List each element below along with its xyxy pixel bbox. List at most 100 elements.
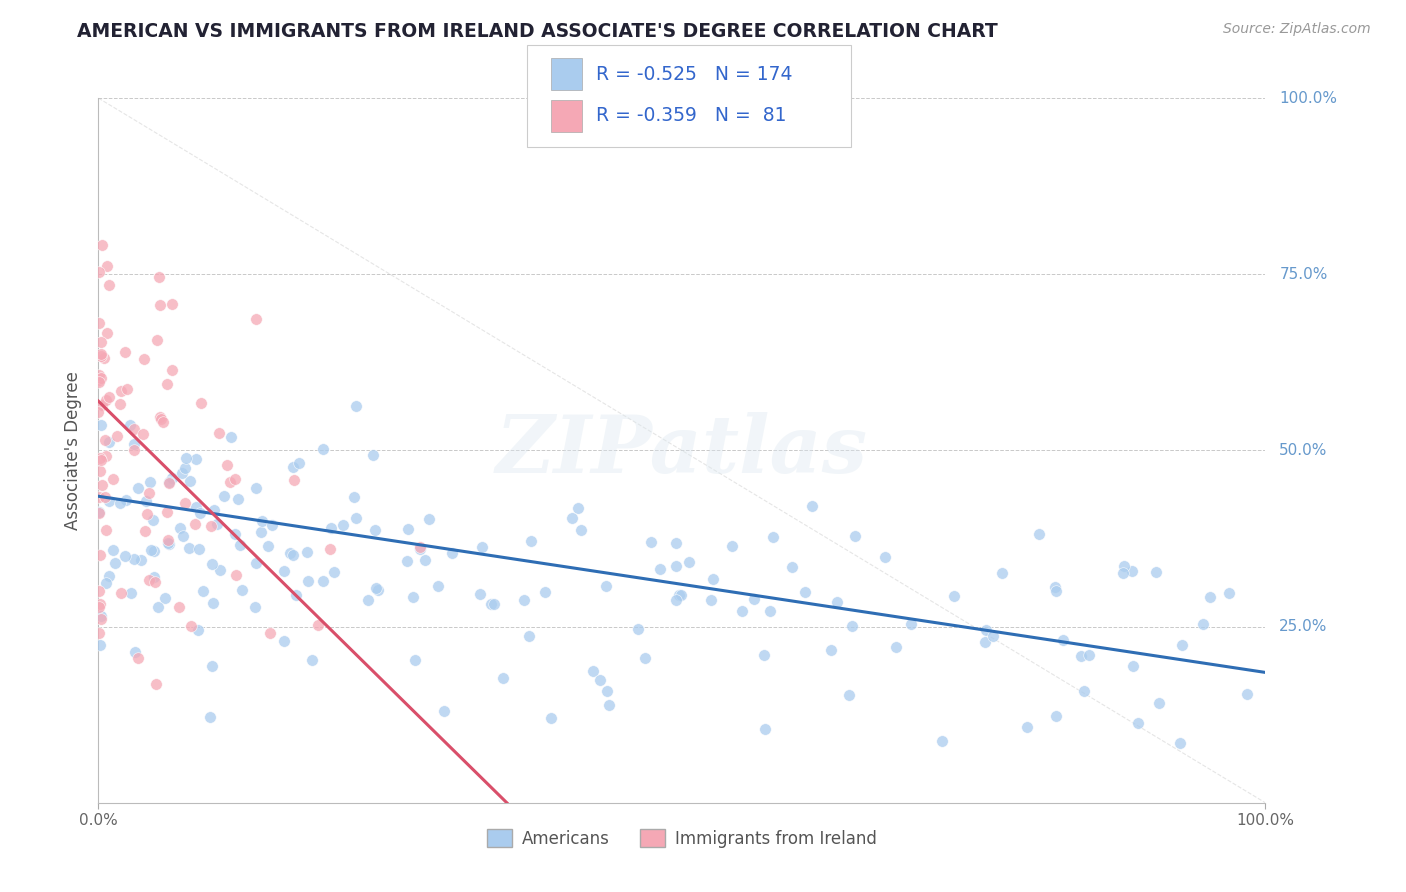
Point bbox=[470, 587, 492, 601]
Point bbox=[363, 523, 385, 537]
Point bbox=[1122, 659, 1144, 673]
Point bbox=[1218, 586, 1240, 600]
Point bbox=[307, 618, 329, 632]
Point bbox=[200, 710, 222, 724]
Point bbox=[794, 585, 817, 599]
Point bbox=[312, 442, 335, 457]
Point bbox=[157, 475, 180, 490]
Point bbox=[319, 521, 342, 535]
Point bbox=[471, 540, 494, 554]
Point bbox=[396, 522, 419, 536]
Point bbox=[780, 560, 803, 574]
Point bbox=[143, 575, 166, 590]
Point bbox=[754, 722, 776, 736]
Point bbox=[89, 368, 111, 382]
Point bbox=[97, 493, 120, 508]
Point bbox=[134, 524, 156, 538]
Point bbox=[145, 677, 167, 691]
Point bbox=[981, 629, 1004, 643]
Point bbox=[1052, 633, 1074, 648]
Point bbox=[94, 490, 117, 504]
Point bbox=[288, 456, 311, 470]
Text: R = -0.525   N = 174: R = -0.525 N = 174 bbox=[596, 64, 793, 84]
Point bbox=[108, 397, 131, 411]
Point bbox=[160, 297, 183, 311]
Point bbox=[744, 592, 766, 607]
Point bbox=[665, 536, 688, 550]
Point bbox=[281, 548, 304, 562]
Point bbox=[1170, 638, 1192, 652]
Point bbox=[346, 399, 368, 413]
Point bbox=[87, 264, 110, 278]
Point bbox=[180, 618, 202, 632]
Point bbox=[297, 574, 319, 588]
Point bbox=[201, 557, 224, 571]
Point bbox=[134, 352, 156, 367]
Point bbox=[120, 586, 142, 600]
Point bbox=[156, 533, 179, 547]
Point bbox=[135, 493, 157, 508]
Point bbox=[110, 586, 132, 600]
Point bbox=[89, 450, 111, 465]
Point bbox=[596, 684, 619, 698]
Point bbox=[105, 429, 128, 443]
Point bbox=[212, 489, 235, 503]
Point bbox=[838, 688, 860, 702]
Point bbox=[273, 564, 295, 578]
Point bbox=[160, 362, 183, 376]
Point bbox=[89, 490, 111, 504]
Point bbox=[344, 510, 367, 524]
Point bbox=[122, 436, 145, 450]
Point bbox=[87, 584, 110, 599]
Point bbox=[589, 673, 612, 688]
Point bbox=[98, 568, 121, 582]
Point bbox=[520, 533, 543, 548]
Point bbox=[97, 435, 120, 450]
Point bbox=[1199, 591, 1222, 605]
Point bbox=[90, 334, 112, 349]
Point bbox=[208, 563, 231, 577]
Point bbox=[492, 671, 515, 685]
Point bbox=[90, 478, 112, 492]
Point bbox=[142, 544, 165, 558]
Point bbox=[114, 344, 136, 359]
Point bbox=[89, 464, 111, 478]
Point bbox=[1017, 720, 1039, 734]
Point bbox=[101, 472, 124, 486]
Point bbox=[176, 451, 198, 466]
Point bbox=[758, 604, 780, 618]
Point bbox=[671, 588, 693, 602]
Point bbox=[122, 552, 145, 566]
Point bbox=[665, 558, 688, 573]
Point bbox=[142, 513, 165, 527]
Point bbox=[229, 538, 252, 552]
Point bbox=[1236, 687, 1258, 701]
Point bbox=[94, 449, 117, 463]
Point bbox=[225, 567, 247, 582]
Point bbox=[825, 595, 848, 609]
Point bbox=[1149, 696, 1171, 710]
Point bbox=[187, 623, 209, 637]
Point bbox=[540, 711, 562, 725]
Point bbox=[432, 704, 454, 718]
Point bbox=[97, 391, 120, 405]
Point bbox=[87, 599, 110, 614]
Point bbox=[104, 556, 127, 570]
Point bbox=[650, 562, 672, 576]
Point bbox=[146, 333, 169, 347]
Point bbox=[90, 417, 112, 432]
Point bbox=[160, 471, 183, 485]
Point bbox=[284, 588, 307, 602]
Point bbox=[186, 451, 208, 466]
Point bbox=[259, 625, 281, 640]
Point bbox=[404, 652, 426, 666]
Point bbox=[202, 596, 225, 610]
Point bbox=[110, 496, 132, 510]
Point bbox=[1077, 648, 1099, 662]
Point bbox=[367, 583, 389, 598]
Point bbox=[172, 467, 194, 481]
Point bbox=[245, 312, 267, 326]
Point bbox=[273, 634, 295, 648]
Point bbox=[678, 555, 700, 569]
Point bbox=[96, 392, 118, 407]
